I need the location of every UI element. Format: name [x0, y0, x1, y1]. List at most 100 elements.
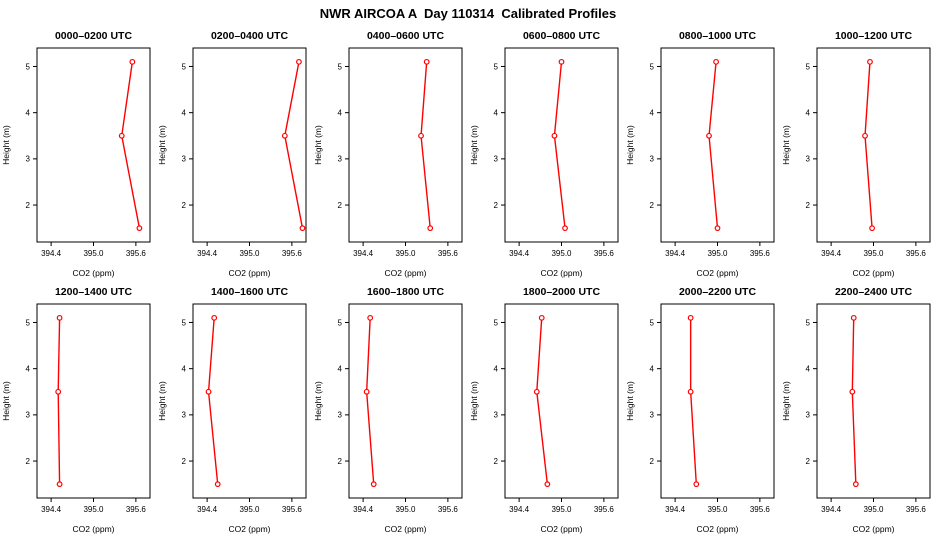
y-tick-label: 2: [26, 457, 31, 466]
y-tick-label: 3: [806, 155, 811, 164]
x-axis-label: CO2 (ppm): [384, 268, 426, 278]
data-point-marker: [869, 225, 875, 232]
data-point-marker: [538, 314, 545, 321]
data-point-marker: [551, 132, 558, 139]
x-axis-label: CO2 (ppm): [540, 268, 582, 278]
y-axis-label: Height (m): [469, 125, 479, 165]
data-point-marker: [850, 314, 857, 321]
y-tick-label: 2: [806, 457, 811, 466]
y-axis-label: Height (m): [625, 381, 635, 421]
panel-title: 0400–0600 UTC: [367, 30, 444, 42]
x-tick-label: 394.4: [509, 505, 530, 514]
panel-1800-2000-utc: 1800–2000 UTC 394.4 395.0 395.6 2 3 4 5 CO2 (ppm…: [469, 286, 619, 534]
y-tick-label: 3: [338, 155, 343, 164]
y-tick-label: 3: [494, 411, 499, 420]
x-tick-label: 395.6: [750, 505, 771, 514]
panel-title: 1200–1400 UTC: [55, 286, 132, 298]
profile-line: [365, 317, 375, 485]
figure-title: NWR AIRCOA A Day 110314 Calibrated Profi…: [319, 6, 617, 21]
y-tick-label: 4: [650, 364, 655, 373]
x-tick-label: 395.0: [395, 249, 416, 258]
y-tick-label: 5: [182, 62, 187, 71]
data-point-marker: [299, 225, 306, 232]
x-axis-label: CO2 (ppm): [228, 268, 270, 278]
data-point-marker: [56, 314, 63, 321]
plot-box: [348, 47, 463, 243]
y-tick-label: 2: [182, 201, 187, 210]
panel-grid: 0000–0200 UTC 394.4 395.0 395.6 2 3 4 5 CO2 (ppm…: [0, 26, 936, 538]
plot-box: [36, 303, 151, 499]
y-tick-label: 5: [494, 318, 499, 327]
x-tick-label: 395.6: [438, 505, 459, 514]
y-tick-label: 2: [494, 201, 499, 210]
data-point-marker: [713, 58, 719, 65]
x-axis-label: CO2 (ppm): [696, 524, 738, 534]
x-tick-label: 395.0: [83, 249, 104, 258]
panel-2200-2400-utc: 2200–2400 UTC 394.4 395.0 395.6 2 3 4 5 CO2 (ppm…: [781, 286, 931, 534]
y-tick-label: 5: [806, 318, 811, 327]
data-point-marker: [862, 132, 868, 139]
x-tick-label: 395.0: [551, 505, 572, 514]
plot-box: [660, 47, 775, 243]
x-tick-label: 394.4: [821, 249, 842, 258]
x-tick-label: 395.6: [126, 249, 147, 258]
data-point-marker: [211, 314, 218, 321]
y-tick-label: 5: [650, 62, 655, 71]
profile-line: [284, 61, 304, 229]
data-point-marker: [367, 314, 374, 321]
data-point-marker: [427, 225, 434, 232]
y-tick-label: 3: [494, 155, 499, 164]
y-tick-label: 2: [494, 457, 499, 466]
y-tick-label: 4: [806, 108, 811, 117]
plot-box: [36, 47, 151, 243]
profile-line: [708, 61, 719, 229]
x-tick-label: 395.0: [239, 249, 260, 258]
x-tick-label: 395.0: [863, 249, 884, 258]
panel-1400-1600-utc: 1400–1600 UTC 394.4 395.0 395.6 2 3 4 5 CO2 (ppm…: [157, 286, 307, 534]
x-axis-label: CO2 (ppm): [540, 524, 582, 534]
y-tick-label: 5: [806, 62, 811, 71]
x-axis-label: CO2 (ppm): [72, 268, 114, 278]
y-axis-label: Height (m): [781, 381, 791, 421]
x-tick-label: 395.0: [707, 249, 728, 258]
plot-box: [660, 303, 775, 499]
x-tick-label: 395.6: [438, 249, 459, 258]
data-point-marker: [544, 481, 551, 488]
y-tick-label: 5: [26, 318, 31, 327]
y-tick-label: 3: [26, 411, 31, 420]
y-tick-label: 4: [806, 364, 811, 373]
x-tick-label: 394.4: [197, 249, 218, 258]
data-point-marker: [55, 388, 62, 395]
data-point-marker: [558, 58, 565, 65]
x-tick-label: 395.0: [395, 505, 416, 514]
x-tick-label: 394.4: [41, 249, 62, 258]
x-tick-label: 395.6: [906, 249, 927, 258]
x-tick-label: 395.0: [83, 505, 104, 514]
data-point-marker: [687, 314, 694, 321]
x-tick-label: 394.4: [41, 505, 62, 514]
plot-box: [192, 47, 307, 243]
data-point-marker: [56, 481, 63, 488]
data-point-marker: [693, 481, 700, 488]
data-point-marker: [849, 388, 856, 395]
x-tick-label: 395.6: [594, 505, 615, 514]
data-point-marker: [363, 388, 370, 395]
panel-title: 0000–0200 UTC: [55, 30, 132, 42]
y-axis-label: Height (m): [625, 125, 635, 165]
y-tick-label: 4: [338, 108, 343, 117]
panel-1000-1200-utc: 1000–1200 UTC 394.4 395.0 395.6 2 3 4 5 CO2 (ppm…: [781, 30, 931, 278]
y-tick-label: 4: [494, 108, 499, 117]
y-tick-label: 5: [26, 62, 31, 71]
y-axis-label: Height (m): [469, 381, 479, 421]
panel-0000-0200-utc: 0000–0200 UTC 394.4 395.0 395.6 2 3 4 5 CO2 (ppm…: [1, 30, 151, 278]
x-tick-label: 395.0: [707, 505, 728, 514]
data-point-marker: [129, 58, 136, 65]
y-axis-label: Height (m): [1, 381, 11, 421]
y-tick-label: 5: [650, 318, 655, 327]
x-tick-label: 395.0: [551, 249, 572, 258]
x-tick-label: 394.4: [353, 249, 374, 258]
x-axis-label: CO2 (ppm): [696, 268, 738, 278]
y-tick-label: 5: [338, 318, 343, 327]
y-axis-label: Height (m): [1, 125, 11, 165]
